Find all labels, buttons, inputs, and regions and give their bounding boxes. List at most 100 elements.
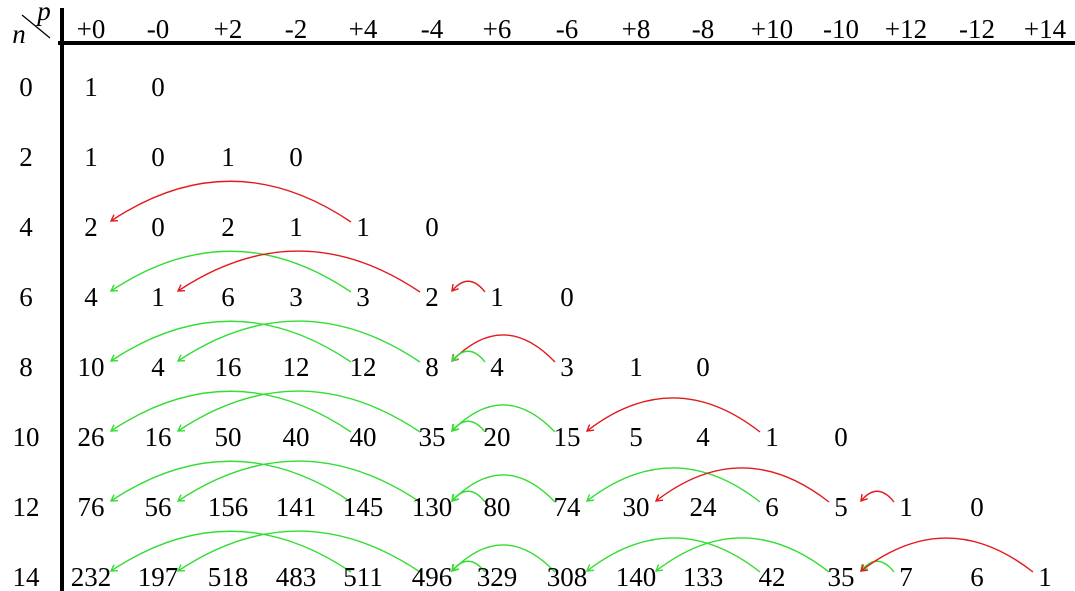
green-arrow-arc bbox=[110, 390, 352, 433]
table-cell: 40 bbox=[350, 422, 377, 452]
red-arrow-arc bbox=[860, 537, 1034, 573]
table-cell: 6 bbox=[765, 492, 779, 522]
green-arrow-arc bbox=[451, 404, 556, 433]
table-cell: 8 bbox=[425, 352, 439, 382]
table-cell: 3 bbox=[356, 282, 370, 312]
green-arrow-arc bbox=[451, 350, 486, 363]
red-arrow-head bbox=[654, 494, 664, 502]
corner-row-symbol: n bbox=[12, 19, 26, 49]
table-cell: 4 bbox=[696, 422, 710, 452]
green-arrow-head bbox=[176, 494, 186, 502]
column-header: -8 bbox=[692, 14, 715, 44]
table-cell: 511 bbox=[343, 562, 383, 591]
table-cell: 7 bbox=[899, 562, 913, 591]
table-cell: 50 bbox=[215, 422, 242, 452]
green-arrow-arc bbox=[110, 460, 352, 503]
table-cell: 6 bbox=[221, 282, 235, 312]
table-cell: 2 bbox=[221, 212, 235, 242]
green-arrow-arc bbox=[177, 460, 421, 503]
table-cell: 2 bbox=[425, 282, 439, 312]
column-header: -4 bbox=[421, 14, 444, 44]
table-cell: 30 bbox=[623, 492, 650, 522]
green-arrow-arc bbox=[177, 390, 421, 433]
table-cell: 0 bbox=[151, 72, 165, 102]
green-arrow-head bbox=[176, 354, 186, 362]
column-header: +8 bbox=[622, 14, 651, 44]
table-cell: 1 bbox=[84, 72, 98, 102]
green-arrow-head bbox=[585, 564, 595, 572]
red-arrow-head bbox=[451, 283, 459, 293]
table-cell: 3 bbox=[560, 352, 574, 382]
red-arrow-head bbox=[859, 564, 868, 572]
table-cell: 56 bbox=[145, 492, 172, 522]
row-label: 10 bbox=[13, 422, 40, 452]
table-row: 8 10 4 16 12 12 8 4 3 1 0 bbox=[19, 352, 710, 382]
green-arrow-arc bbox=[451, 490, 486, 503]
table-cell: 0 bbox=[151, 212, 165, 242]
red-arrow-head bbox=[176, 284, 186, 292]
green-arrow-arc bbox=[655, 537, 830, 573]
column-header: +14 bbox=[1024, 14, 1067, 44]
table-cell: 329 bbox=[477, 562, 518, 591]
table-cell: 16 bbox=[215, 352, 242, 382]
green-arrow-arc bbox=[110, 530, 352, 573]
red-arrow-arc bbox=[860, 490, 895, 503]
green-arrow-head bbox=[451, 423, 459, 433]
table-cell: 10 bbox=[78, 352, 105, 382]
table-cell: 518 bbox=[208, 562, 249, 591]
table-cell: 76 bbox=[78, 492, 105, 522]
column-header: +12 bbox=[885, 14, 927, 44]
table-cell: 483 bbox=[276, 562, 317, 591]
row-label: 6 bbox=[19, 282, 33, 312]
column-header: +6 bbox=[483, 14, 512, 44]
table-cell: 5 bbox=[629, 422, 643, 452]
table-row: 12 76 56 156 141 145 130 80 74 30 24 6 5 1 0 bbox=[13, 492, 984, 522]
green-arrow-head bbox=[451, 493, 459, 503]
table-cell: 26 bbox=[78, 422, 105, 452]
green-arrow-arc bbox=[586, 467, 761, 503]
table-cell: 15 bbox=[554, 422, 581, 452]
table-cell: 40 bbox=[283, 422, 310, 452]
column-header: -0 bbox=[147, 14, 170, 44]
green-arrow-head bbox=[654, 564, 664, 572]
table-cell: 16 bbox=[145, 422, 172, 452]
table-cell: 12 bbox=[283, 352, 310, 382]
table-cell: 496 bbox=[412, 562, 453, 591]
table-cell: 145 bbox=[343, 492, 384, 522]
table-text: p n +0 -0 +2 -2 +4 -4 +6 -6 +8 -8 +10 -10 +12 -12 +14 … bbox=[12, 0, 1066, 591]
green-arrow-arc bbox=[177, 320, 421, 363]
table-cell: 0 bbox=[151, 142, 165, 172]
red-arrow-arc bbox=[177, 250, 421, 293]
green-arrow-head bbox=[176, 564, 186, 572]
table-row: 4 2 0 2 1 1 0 bbox=[19, 212, 439, 242]
green-arrow-arc bbox=[586, 537, 761, 573]
table-row: 14 232 197 518 483 511 496 329 308 140 133 42 35 7 6 1 bbox=[13, 562, 1052, 591]
table-cell: 1 bbox=[1038, 562, 1052, 591]
table-cell: 12 bbox=[350, 352, 377, 382]
green-arrow-arc bbox=[110, 320, 352, 363]
column-header: -6 bbox=[556, 14, 579, 44]
column-header: -10 bbox=[823, 14, 859, 44]
red-arrow-head bbox=[860, 493, 868, 503]
row-label: 2 bbox=[19, 142, 33, 172]
row-label: 8 bbox=[19, 352, 33, 382]
column-header: -12 bbox=[959, 14, 995, 44]
table-cell: 197 bbox=[138, 562, 179, 591]
table-row: 10 26 16 50 40 40 35 20 15 5 4 1 0 bbox=[13, 422, 848, 452]
red-arrow-arc bbox=[451, 280, 486, 293]
green-arrow-head bbox=[109, 564, 119, 572]
table-cell: 35 bbox=[828, 562, 855, 591]
row-label: 14 bbox=[13, 562, 41, 591]
table-cell: 0 bbox=[696, 352, 710, 382]
red-arrow-arc bbox=[586, 397, 761, 433]
table-cell: 5 bbox=[834, 492, 848, 522]
red-arrow-head bbox=[109, 214, 119, 222]
table-cell: 0 bbox=[970, 492, 984, 522]
table-cell: 1 bbox=[356, 212, 370, 242]
green-arrow-arc bbox=[451, 474, 556, 503]
table-cell: 2 bbox=[84, 212, 98, 242]
table-cell: 1 bbox=[221, 142, 235, 172]
table-cell: 4 bbox=[490, 352, 504, 382]
column-header: -2 bbox=[285, 14, 308, 44]
table-cell: 24 bbox=[690, 492, 718, 522]
